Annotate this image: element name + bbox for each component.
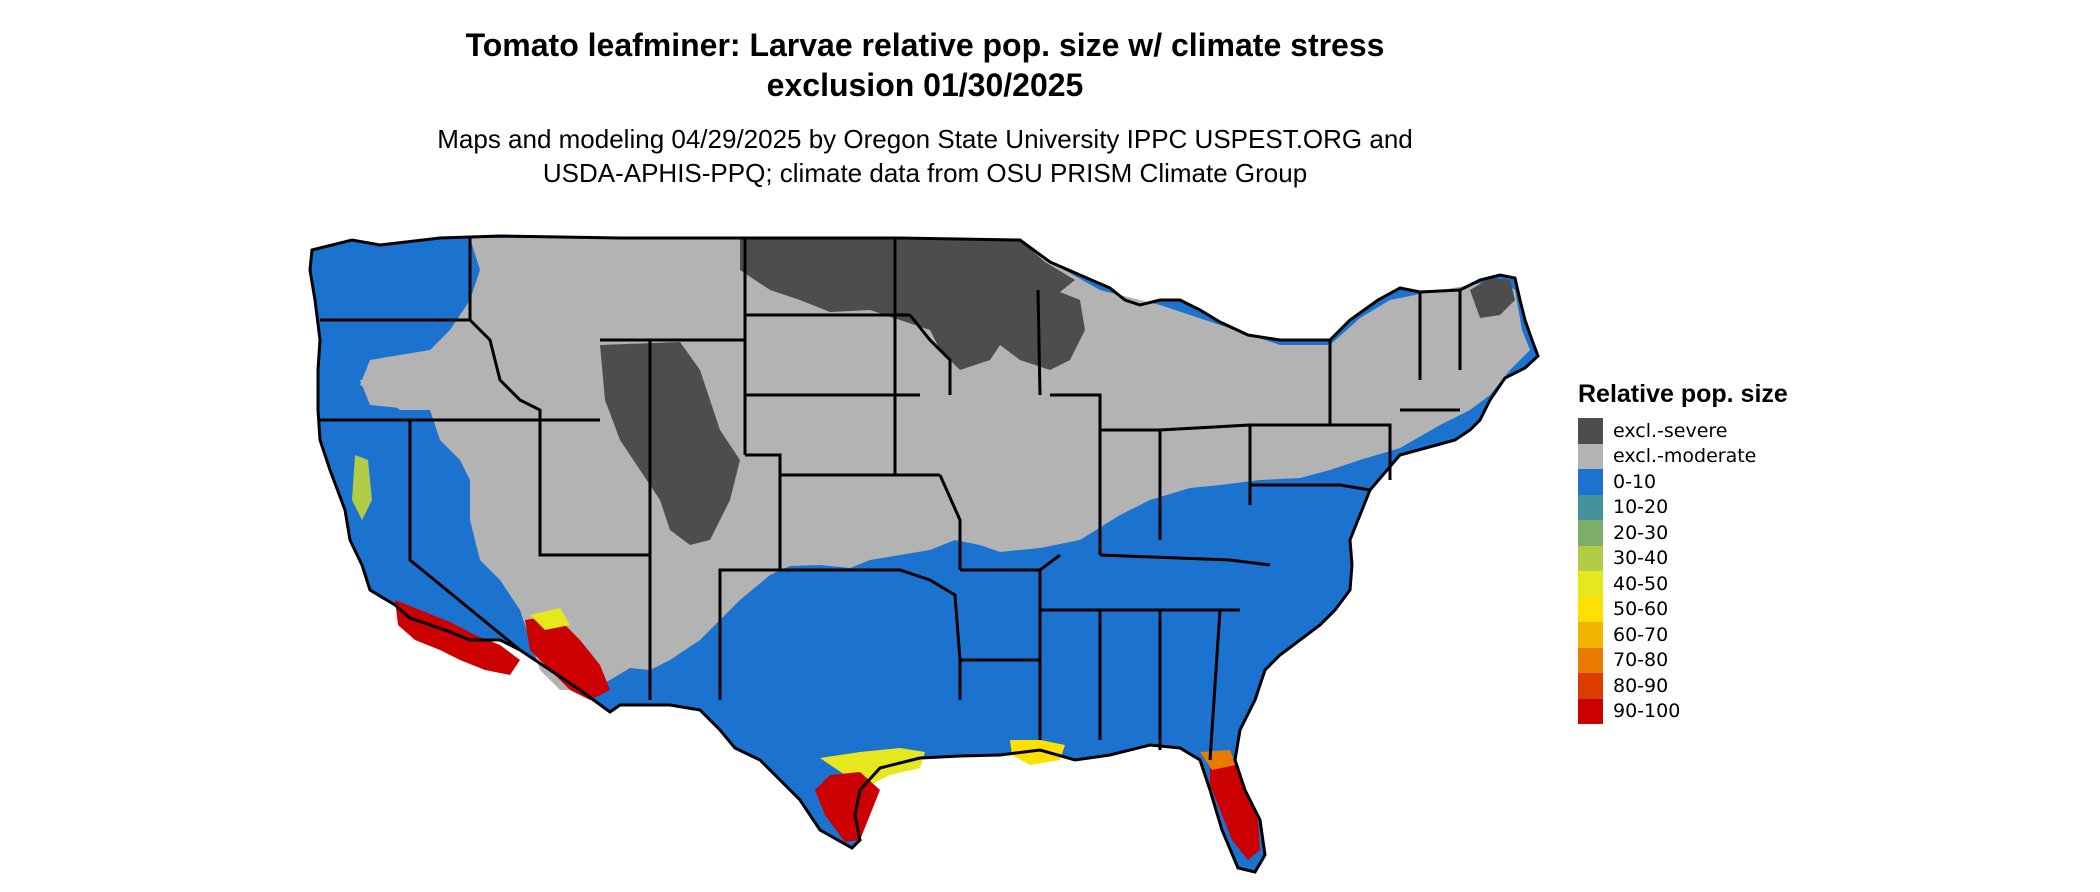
legend-label: excl.-severe (1613, 419, 1728, 442)
legend-swatch (1578, 622, 1603, 648)
legend-swatch (1578, 698, 1603, 724)
legend-items: excl.-severe excl.-moderate 0-10 10-20 20-30… (1578, 418, 1788, 724)
legend-swatch (1578, 571, 1603, 597)
legend-label: 50-60 (1613, 598, 1669, 621)
legend-swatch (1578, 673, 1603, 699)
legend-item: 10-20 (1578, 494, 1788, 520)
legend-item: 20-30 (1578, 520, 1788, 546)
excl-severe-north-plains (740, 238, 1075, 370)
legend-swatch (1578, 647, 1603, 673)
map-subtitle-line2: USDA-APHIS-PPQ; climate data from OSU PR… (542, 158, 1308, 188)
excl-severe-maine (1470, 278, 1515, 318)
legend-swatch (1578, 520, 1603, 546)
legend-item: 70-80 (1578, 647, 1788, 673)
excl-moderate-west-patch-1 (515, 398, 580, 460)
legend-swatch (1578, 494, 1603, 520)
excl-severe-rockies (600, 342, 740, 545)
legend-swatch (1578, 469, 1603, 495)
legend-item: 30-40 (1578, 545, 1788, 571)
legend-label: 40-50 (1613, 572, 1669, 595)
legend-label: 80-90 (1613, 674, 1669, 697)
legend-swatch (1578, 443, 1603, 469)
legend-item: 40-50 (1578, 571, 1788, 597)
legend-label: 90-100 (1613, 700, 1681, 723)
legend-label: 60-70 (1613, 623, 1669, 646)
warm-arizona (525, 615, 610, 700)
excl-moderate-west-patch-3 (360, 378, 430, 408)
legend-item: excl.-moderate (1578, 443, 1788, 469)
legend-label: excl.-moderate (1613, 445, 1757, 468)
map-subtitle-line1: Maps and modeling 04/29/2025 by Oregon S… (437, 124, 1413, 154)
legend-swatch (1578, 545, 1603, 571)
warm-florida (1210, 758, 1260, 860)
legend-title: Relative pop. size (1578, 380, 1788, 408)
legend-label: 0-10 (1613, 470, 1657, 493)
legend-item: 0-10 (1578, 469, 1788, 495)
legend-item: 80-90 (1578, 673, 1788, 699)
warm-louisiana (1010, 740, 1065, 765)
warm-texas (815, 772, 880, 842)
map-title-line1: Tomato leafminer: Larvae relative pop. s… (465, 27, 1385, 63)
excl-moderate-west-patch-2 (580, 530, 650, 575)
warm-texas-band (820, 748, 925, 790)
state-borders (308, 234, 1540, 874)
legend-label: 20-30 (1613, 521, 1669, 544)
legend-item: 90-100 (1578, 698, 1788, 724)
legend-label: 10-20 (1613, 496, 1669, 519)
legend-swatch (1578, 418, 1603, 444)
legend-label: 70-80 (1613, 649, 1669, 672)
legend-item: 50-60 (1578, 596, 1788, 622)
legend-item: 60-70 (1578, 622, 1788, 648)
warm-ca-central (352, 455, 372, 520)
warm-california (395, 600, 520, 675)
map-title-line2: exclusion 01/30/2025 (766, 67, 1084, 103)
map-legend: Relative pop. size excl.-severe excl.-mod… (1578, 378, 1788, 724)
legend-item: excl.-severe (1578, 418, 1788, 444)
warm-arizona-edge (530, 608, 570, 630)
legend-swatch (1578, 596, 1603, 622)
legend-label: 30-40 (1613, 547, 1669, 570)
